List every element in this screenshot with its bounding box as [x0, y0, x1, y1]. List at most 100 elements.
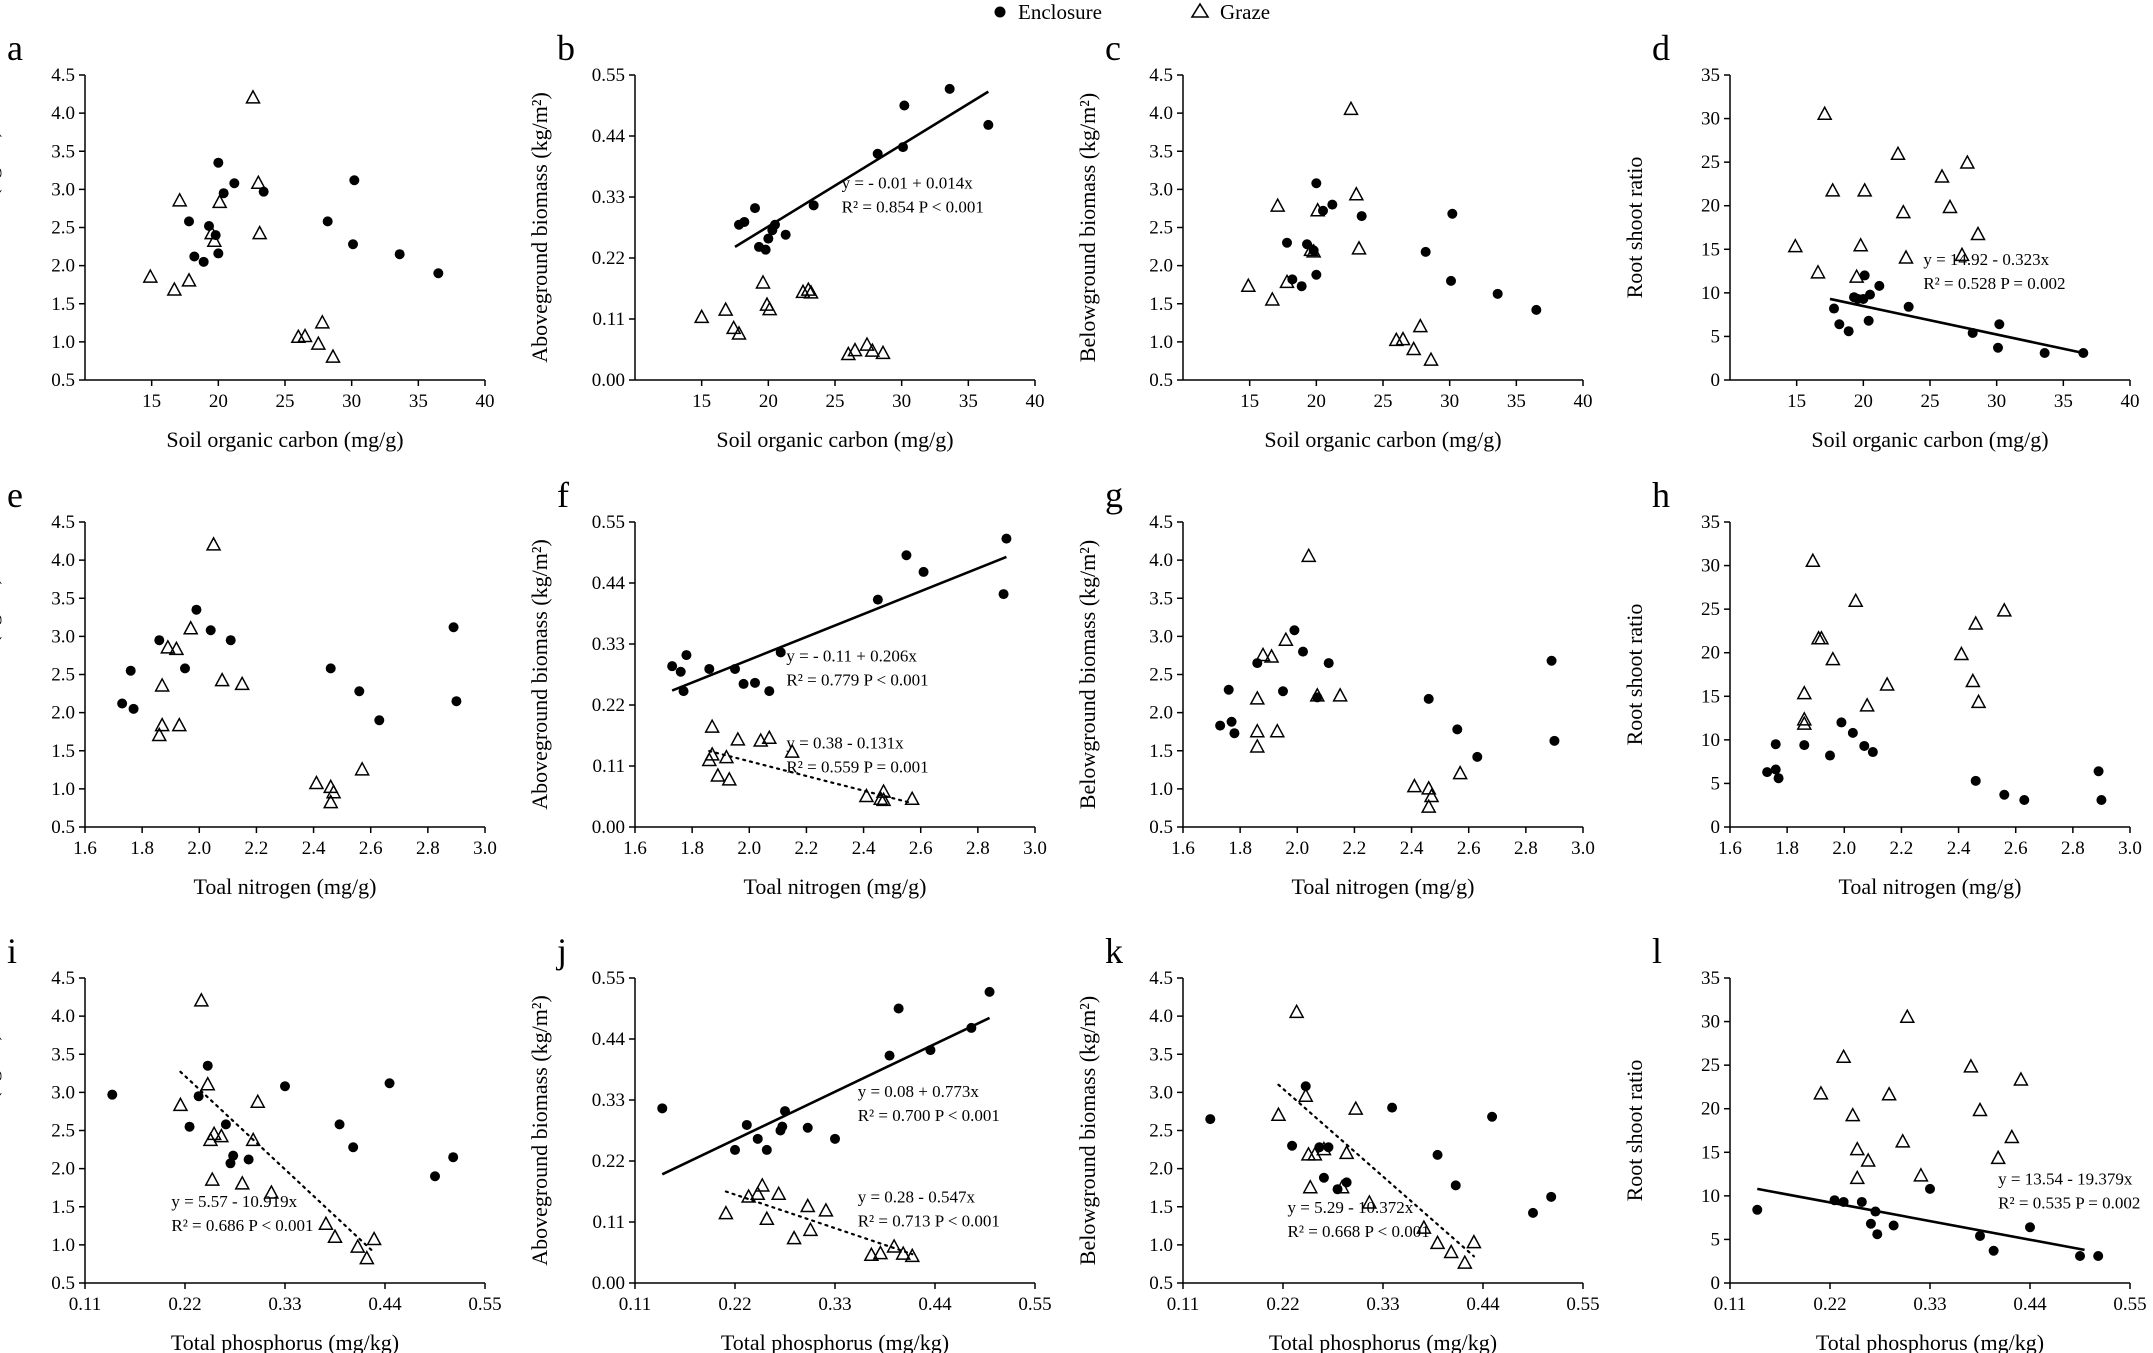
- panel-letter: l: [1652, 931, 1662, 971]
- graze-point: [1338, 1144, 1355, 1160]
- x-tick-label: 2.6: [2004, 838, 2028, 859]
- graze-point: [1302, 1179, 1319, 1194]
- enclosure-point: [349, 175, 360, 186]
- enclosure-point: [189, 251, 200, 262]
- graze-point: [1278, 631, 1294, 646]
- enclosure-point: [1450, 1180, 1461, 1191]
- x-tick-label: 30: [892, 391, 911, 412]
- enclosure-point: [184, 1121, 195, 1132]
- y-tick-label: 10: [1701, 730, 1720, 751]
- panel-d: d 15 20 25 30 35 40 0 5 10 15 20 25 30 35 Soil organic …: [1622, 28, 2140, 452]
- graze-point: [160, 639, 176, 654]
- y-tick-label: 0.11: [592, 309, 625, 330]
- graze-point: [1899, 1008, 1916, 1023]
- graze-point: [204, 1171, 221, 1186]
- enclosure-point: [675, 666, 686, 677]
- graze-point: [875, 344, 891, 360]
- graze-point: [206, 232, 223, 247]
- graze-point: [1457, 1254, 1473, 1269]
- enclosure-point: [1762, 767, 1773, 778]
- y-tick-label: 0.44: [592, 1029, 626, 1050]
- enclosure-point: [741, 1119, 752, 1130]
- x-axis-title: Soil organic carbon (mg/g): [1264, 427, 1501, 452]
- enclosure-point: [184, 216, 194, 227]
- enclosure-point: [1859, 740, 1870, 751]
- graze-point: [1443, 1243, 1459, 1259]
- regression-annotation: y = - 0.11 + 0.206x: [786, 647, 917, 666]
- y-tick-label: 1.0: [1149, 1235, 1173, 1256]
- enclosure-point: [1311, 178, 1322, 189]
- graze-point: [1796, 715, 1813, 730]
- graze-point: [858, 787, 875, 803]
- enclosure-point: [1770, 764, 1781, 775]
- enclosure-point: [1356, 211, 1367, 222]
- y-tick-label: 4.0: [51, 1006, 75, 1027]
- enclosure-point: [780, 229, 791, 240]
- enclosure-point: [1872, 1229, 1883, 1240]
- y-tick-label: 3.0: [51, 1082, 75, 1103]
- x-tick-label: 35: [1507, 391, 1526, 412]
- enclosure-point: [775, 647, 786, 658]
- graze-point: [1423, 787, 1440, 803]
- panel-k: k 0.11 0.22 0.33 0.44 0.55 0.5 1.0 1.5 2.0 2.5 3.0 3…: [1075, 931, 1600, 1353]
- enclosure-point: [1472, 751, 1483, 762]
- legend: Enclosure Graze: [994, 0, 1270, 24]
- graze-point: [1249, 723, 1266, 738]
- graze-point: [206, 1125, 222, 1141]
- enclosure-point: [448, 1152, 459, 1163]
- regression-annotation: y = 14.92 - 0.323x: [1923, 250, 2049, 269]
- graze-point: [904, 1247, 921, 1263]
- enclosure-point: [180, 663, 190, 674]
- x-tick-label: 35: [959, 391, 978, 412]
- y-tick-label: 0.33: [592, 187, 625, 208]
- enclosure-point: [258, 186, 269, 197]
- graze-point: [181, 272, 197, 287]
- graze-point: [245, 1131, 261, 1147]
- graze-point: [1351, 240, 1367, 255]
- y-tick-label: 0.5: [1149, 817, 1173, 838]
- panel-i: i 0.11 0.22 0.33 0.44 0.55 0.5 1.0 1.5 2.0 2.5 3.0 3…: [0, 931, 502, 1353]
- regression-annotation: R² = 0.668 P < 0.001: [1288, 1222, 1430, 1241]
- x-tick-label: 0.55: [2113, 1294, 2146, 1315]
- enclosure-point: [220, 1119, 231, 1130]
- enclosure-point: [1282, 237, 1292, 248]
- enclosure-point: [128, 703, 139, 714]
- enclosure-point: [117, 698, 128, 709]
- enclosure-point: [154, 635, 165, 646]
- x-tick-label: 25: [1921, 391, 1940, 412]
- y-tick-label: 10: [1701, 1186, 1720, 1207]
- graze-point: [872, 790, 889, 806]
- x-tick-label: 0.33: [1913, 1294, 1946, 1315]
- x-tick-label: 0.33: [818, 1294, 851, 1315]
- x-tick-label: 2.8: [416, 838, 440, 859]
- enclosure-point: [348, 239, 358, 250]
- enclosure-point: [780, 1106, 790, 1117]
- enclosure-point: [898, 142, 908, 153]
- x-tick-label: 1.8: [680, 838, 704, 859]
- x-tick-label: 40: [1574, 391, 1593, 412]
- enclosure-point: [202, 1060, 213, 1071]
- y-tick-label: 3.0: [51, 179, 75, 200]
- enclosure-point: [893, 1003, 904, 1014]
- panel-letter: a: [7, 28, 23, 68]
- x-axis-title: Soil organic carbon (mg/g): [716, 427, 953, 452]
- enclosure-point: [1856, 1196, 1867, 1207]
- enclosure-point: [1287, 1140, 1298, 1151]
- graze-point: [171, 717, 188, 732]
- enclosure-point: [966, 1022, 977, 1033]
- enclosure-point: [1223, 684, 1234, 695]
- graze-point: [1406, 778, 1423, 793]
- panel-letter: g: [1105, 475, 1123, 515]
- graze-point: [730, 731, 746, 746]
- x-tick-label: 1.6: [623, 838, 647, 859]
- graze-point: [1963, 1058, 1979, 1073]
- enclosure-point: [1867, 747, 1878, 758]
- graze-point: [1990, 1149, 2006, 1165]
- x-tick-label: 1.8: [1228, 838, 1252, 859]
- y-tick-label: 0.22: [592, 695, 625, 716]
- graze-point: [1420, 798, 1437, 813]
- y-tick-label: 0.00: [592, 817, 625, 838]
- graze-point: [2013, 1071, 2029, 1086]
- x-tick-label: 2.2: [245, 838, 269, 859]
- graze-point: [904, 790, 920, 806]
